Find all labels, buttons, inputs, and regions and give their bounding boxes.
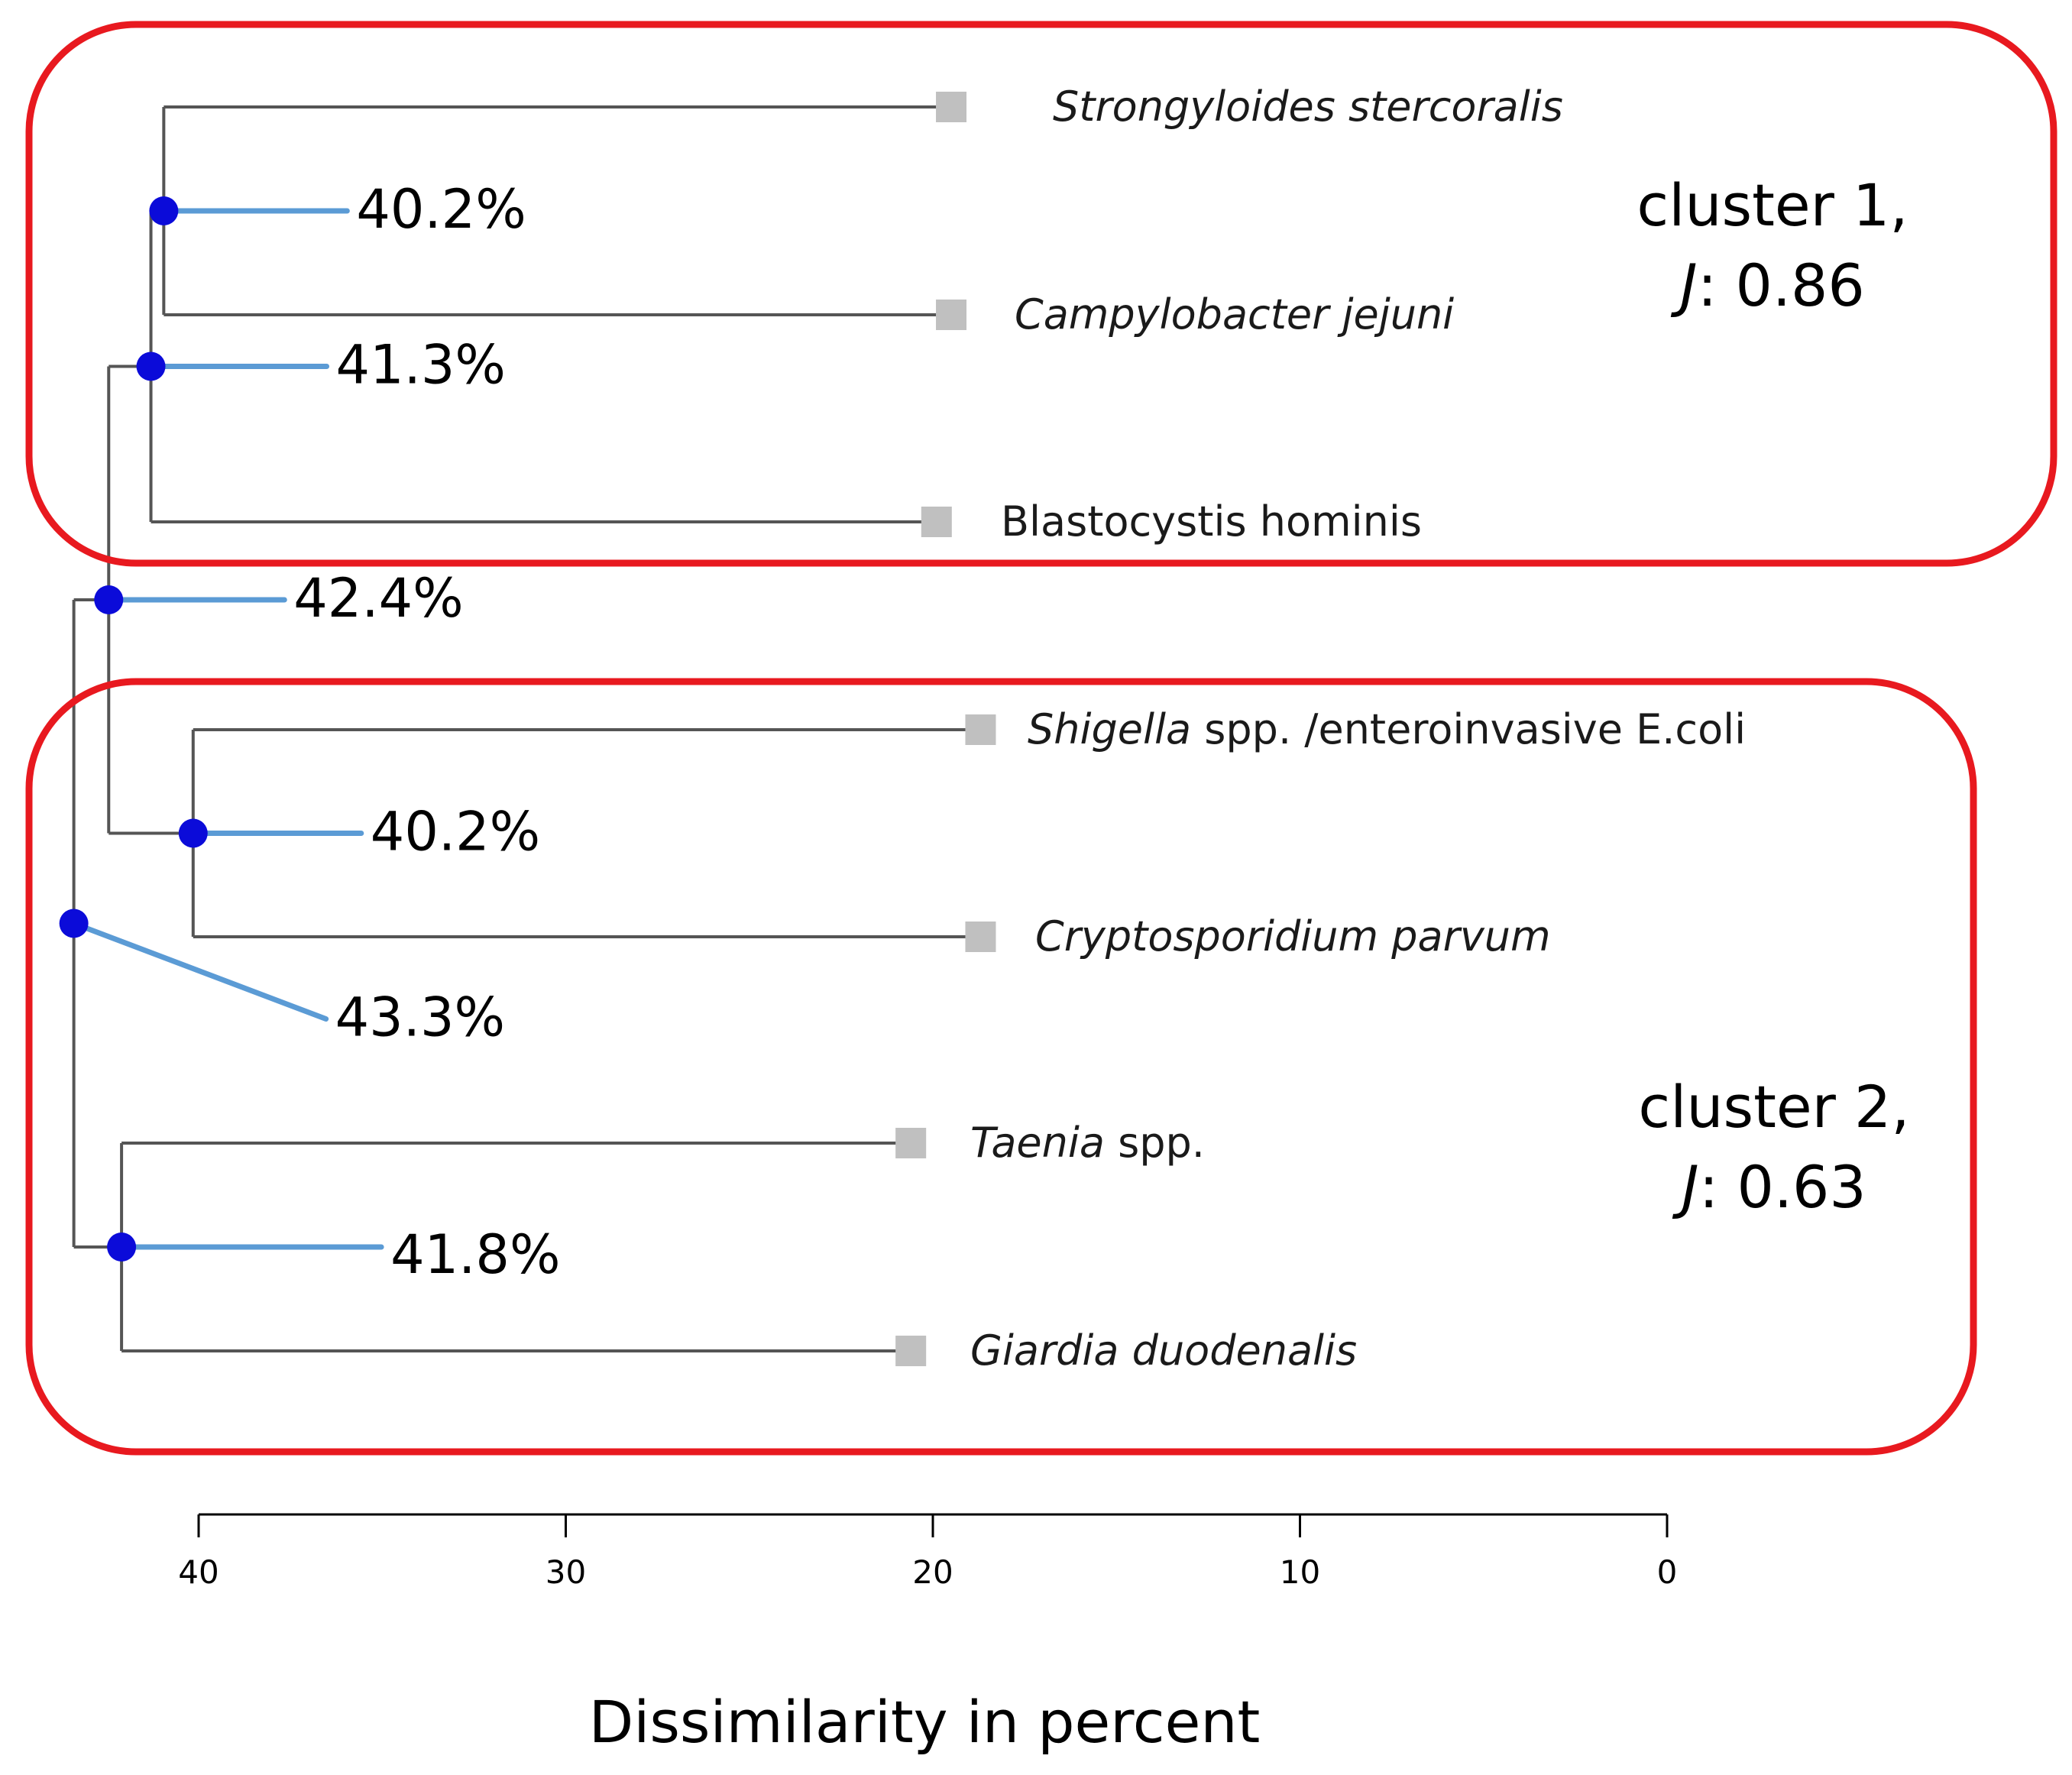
cluster-2-jaccard: J: 0.63 <box>1672 1153 1866 1221</box>
node-dot-n6 <box>59 909 89 938</box>
x-tick-label: 30 <box>546 1553 586 1591</box>
leaf-marker <box>921 507 952 537</box>
cluster-1-box <box>25 21 2057 567</box>
leaf-label: Strongyloides stercoralis <box>1053 83 1563 131</box>
x-tick-label: 10 <box>1280 1553 1320 1591</box>
tree-layer <box>72 105 981 1352</box>
node-layer: Strongyloides stercoralis Campylobacter j… <box>59 83 1746 1375</box>
leaf-marker <box>965 922 996 952</box>
leaf-label: Cryptosporidium parvum <box>1035 912 1551 960</box>
leaf-marker <box>965 714 996 745</box>
node-dot-n2 <box>136 351 166 381</box>
leaf-marker <box>936 92 967 122</box>
cluster-2-box <box>25 678 1977 1456</box>
cluster-2-title: cluster 2, <box>1638 1073 1909 1141</box>
leaf-label-italic: Giardia duodenalis <box>970 1326 1357 1375</box>
cluster-2-j-label: J <box>1672 1153 1698 1221</box>
leaf-label: Taenia spp. <box>970 1119 1205 1167</box>
leaf-label-italic: Campylobacter jejuni <box>1015 290 1454 338</box>
leaf-label-plain: spp. <box>1105 1119 1205 1167</box>
leaf-label-italic: Shigella <box>1028 705 1191 753</box>
leaf-label-plain: spp. /enteroinvasive E.coli <box>1191 705 1746 753</box>
x-axis-title: Dissimilarity in percent <box>589 1688 1261 1756</box>
leaf-marker <box>936 300 967 330</box>
leaf-label-italic: Strongyloides stercoralis <box>1053 83 1563 131</box>
x-tick-label: 40 <box>178 1553 219 1591</box>
leaf-label-italic: Cryptosporidium parvum <box>1035 912 1551 960</box>
merge-label-n6: 43.3% <box>335 986 505 1049</box>
node-dot-n4 <box>94 585 124 614</box>
x-tick-label: 0 <box>1657 1553 1678 1591</box>
cluster-1-j-value: : 0.86 <box>1698 251 1865 319</box>
cluster-2-j-value: : 0.63 <box>1699 1153 1866 1221</box>
merge-label-n5: 41.8% <box>390 1223 560 1286</box>
node-dot-n1 <box>149 196 179 225</box>
leaf-label-italic: Taenia <box>970 1119 1105 1167</box>
cluster-1-j-label: J <box>1670 251 1697 319</box>
x-axis: 40 30 20 10 0 <box>178 1513 1678 1591</box>
merge-label-n1: 40.2% <box>356 178 526 241</box>
leaf-marker <box>895 1128 927 1158</box>
cluster-1-title: cluster 1, <box>1637 171 1908 239</box>
node-dot-n5 <box>107 1232 137 1262</box>
merge-label-n3: 40.2% <box>371 801 540 863</box>
leaf-marker <box>895 1336 927 1366</box>
leaf-label: Blastocystis hominis <box>1001 497 1422 546</box>
leaf-label: Giardia duodenalis <box>970 1326 1357 1375</box>
cluster-1-jaccard: J: 0.86 <box>1670 251 1864 319</box>
leaf-label: Campylobacter jejuni <box>1015 290 1454 338</box>
leaf-label-plain: Blastocystis hominis <box>1001 497 1422 546</box>
x-tick-label: 20 <box>912 1553 953 1591</box>
merge-label-n2: 41.3% <box>336 334 506 397</box>
merge-label-n4: 42.4% <box>293 567 463 630</box>
node-dot-n3 <box>178 818 208 848</box>
leaf-label: Shigella spp. /enteroinvasive E.coli <box>1028 705 1746 753</box>
node-bar-n6 <box>71 921 329 1022</box>
